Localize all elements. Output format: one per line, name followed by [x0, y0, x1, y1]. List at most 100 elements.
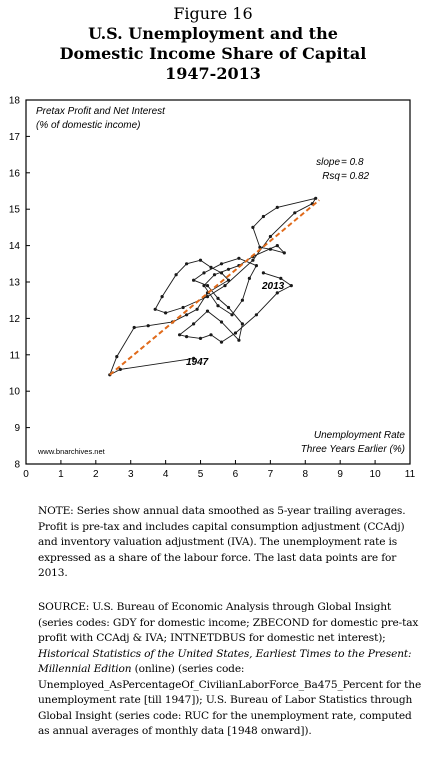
rsq-value: = 0.82 — [341, 171, 370, 182]
data-point — [115, 355, 119, 359]
x-tick-label: 1 — [58, 469, 64, 480]
data-point — [237, 338, 241, 342]
data-point — [282, 251, 286, 255]
data-point — [178, 333, 182, 337]
data-point — [198, 258, 203, 262]
data-point — [205, 309, 210, 313]
x-axis-label-line-2: Three Years Earlier (%) — [301, 444, 405, 455]
y-tick-label: 9 — [14, 423, 20, 434]
figure-header: Figure 16 U.S. Unemployment and the Dome… — [0, 4, 426, 84]
trend-line — [109, 199, 320, 376]
data-point — [240, 322, 244, 326]
data-point — [275, 291, 279, 295]
data-point — [205, 284, 210, 288]
data-point — [226, 267, 231, 271]
data-point — [268, 234, 272, 239]
chart-title-line-1: U.S. Unemployment and the — [88, 24, 338, 43]
data-point — [185, 262, 189, 266]
data-point — [261, 271, 265, 275]
data-point — [254, 264, 258, 268]
data-point — [174, 273, 178, 277]
end-year-label: 2013 — [261, 281, 285, 292]
x-tick-label: 8 — [302, 469, 308, 480]
source-text-italic: Historical Statistics of the United Stat… — [38, 647, 412, 676]
y-tick-label: 14 — [9, 241, 21, 252]
data-point — [293, 211, 297, 215]
data-point — [261, 214, 265, 219]
data-point — [219, 271, 224, 275]
y-tick-label: 15 — [9, 205, 21, 216]
data-point — [202, 271, 206, 275]
data-point — [185, 335, 189, 339]
data-point — [160, 295, 164, 299]
data-point — [275, 244, 279, 248]
chart-title-line-3: 1947-2013 — [165, 64, 261, 83]
x-tick-label: 3 — [128, 469, 134, 480]
x-tick-label: 2 — [93, 469, 99, 480]
source-credit: www.bnarchives.net — [37, 447, 106, 456]
data-point — [192, 322, 196, 326]
x-tick-label: 9 — [337, 469, 343, 480]
data-point — [192, 356, 196, 360]
data-point — [202, 284, 206, 288]
data-point — [118, 367, 122, 371]
data-point — [314, 196, 318, 200]
data-point — [254, 313, 258, 317]
x-tick-label: 0 — [23, 469, 29, 480]
data-point — [240, 298, 244, 302]
data-point — [219, 340, 224, 344]
data-point — [219, 320, 224, 324]
figure-label: Figure 16 — [173, 4, 253, 23]
data-point — [230, 313, 234, 317]
data-point — [132, 325, 136, 330]
y-tick-label: 10 — [9, 387, 21, 398]
data-point — [153, 307, 157, 311]
data-point — [209, 265, 213, 269]
data-point — [237, 256, 241, 260]
data-point — [268, 247, 272, 251]
data-point — [195, 307, 199, 311]
y-tick-label: 16 — [9, 168, 21, 179]
data-point — [212, 273, 217, 277]
x-tick-label: 7 — [268, 469, 274, 480]
rsq-label: Rsq — [322, 171, 340, 182]
data-point — [226, 305, 231, 310]
data-point — [279, 276, 283, 280]
data-point — [146, 324, 150, 328]
plot-frame — [25, 99, 411, 465]
y-axis-label-line-2: (% of domestic income) — [36, 120, 140, 131]
data-point — [251, 225, 255, 229]
chart-title-line-2: Domestic Income Share of Capital — [59, 44, 367, 63]
source-text-part-2: (online) (series code: Unemployed_AsPerc… — [38, 663, 422, 737]
source-text: SOURCE: U.S. Bureau of Economic Analysis… — [38, 600, 422, 740]
y-tick-label: 8 — [14, 460, 20, 471]
y-tick-label: 11 — [10, 350, 21, 361]
start-year-label: 1947 — [186, 357, 209, 368]
x-tick-label: 11 — [405, 469, 416, 480]
y-tick-label: 18 — [9, 96, 21, 107]
data-point — [216, 304, 220, 308]
y-tick-label: 12 — [9, 314, 21, 325]
slope-label: slope — [316, 157, 340, 168]
data-point — [205, 295, 210, 299]
x-tick-label: 10 — [370, 469, 382, 480]
source-text-part-1: SOURCE: U.S. Bureau of Economic Analysis… — [38, 601, 419, 644]
data-point — [289, 284, 293, 288]
data-point — [209, 333, 213, 337]
slope-value: = 0.8 — [341, 157, 364, 168]
x-tick-label: 6 — [233, 469, 239, 480]
data-point — [185, 313, 189, 317]
y-tick-label: 17 — [9, 132, 21, 143]
x-tick-label: 4 — [163, 469, 169, 480]
data-point — [247, 276, 251, 280]
data-point — [233, 331, 238, 335]
y-axis-label-line-1: Pretax Profit and Net Interest — [36, 106, 166, 117]
data-point — [216, 296, 220, 300]
note-text: NOTE: Series show annual data smoothed a… — [38, 505, 406, 579]
data-point — [226, 278, 231, 282]
data-point — [275, 205, 279, 209]
data-point — [251, 258, 255, 262]
y-tick-label: 13 — [9, 278, 21, 289]
x-axis-label-line-1: Unemployment Rate — [314, 430, 406, 441]
